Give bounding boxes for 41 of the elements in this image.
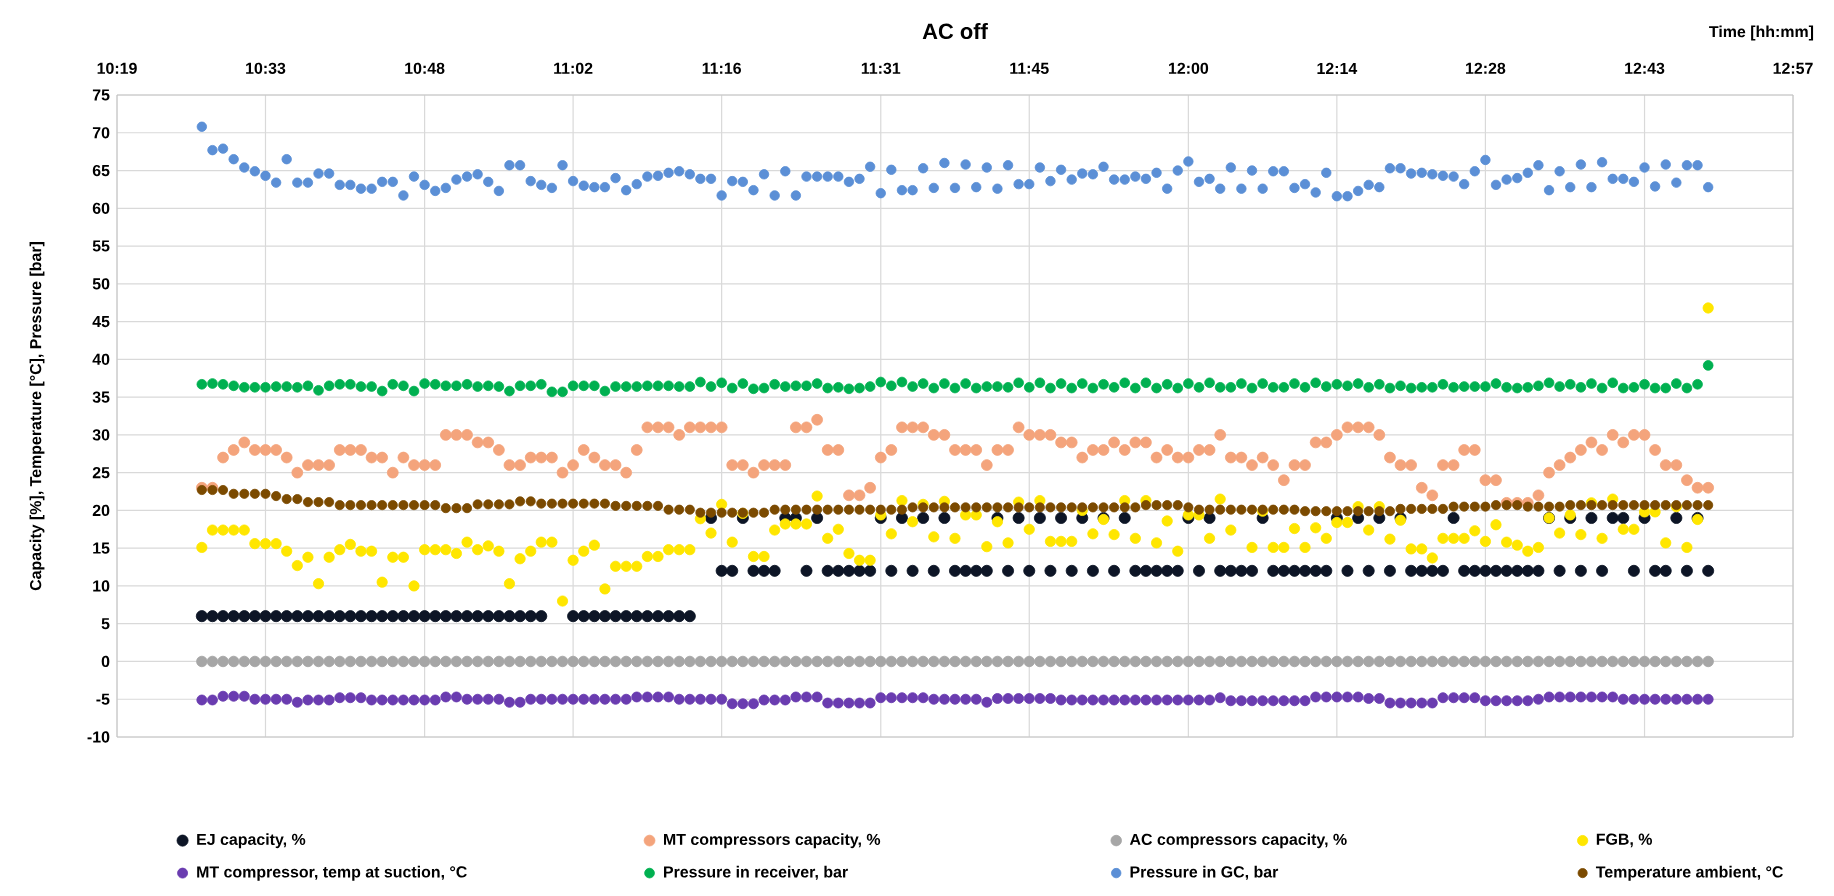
x-axis-title: Time [hh:mm] — [1709, 25, 1814, 41]
y-tick-label: 45 — [92, 316, 110, 328]
y-tick-label: 5 — [101, 618, 110, 630]
y-tick-label: 75 — [92, 89, 110, 101]
x-tick-label: 12:00 — [1168, 62, 1209, 74]
y-tick-label: 10 — [93, 580, 110, 592]
y-axis-title: Capacity [%], Temperature [°C], Pressure [bar] — [29, 242, 45, 591]
x-tick-label: 11:16 — [702, 62, 741, 74]
y-tick-label: -10 — [87, 731, 110, 743]
x-tick-label: 11:45 — [1010, 62, 1049, 74]
y-tick-label: 50 — [92, 278, 110, 290]
x-tick-label: 12:14 — [1317, 62, 1358, 74]
legend-label: EJ capacity, % — [197, 833, 306, 849]
y-tick-label: 65 — [92, 164, 110, 177]
y-tick-label: 30 — [92, 429, 110, 441]
x-tick-label: 10:48 — [405, 62, 445, 74]
y-tick-label: 20 — [92, 504, 110, 517]
legend-label: MT compressor, temp at suction, °C — [197, 865, 467, 881]
y-tick-label: 35 — [92, 391, 110, 403]
legend-label: MT compressors capacity, % — [664, 833, 881, 849]
x-tick-label: 12:43 — [1625, 62, 1665, 74]
legend-label: AC compressors capacity, % — [1129, 833, 1347, 849]
x-tick-label: 11:31 — [861, 62, 901, 74]
y-tick-label: 0 — [101, 655, 110, 668]
x-tick-label: 12:28 — [1466, 62, 1506, 74]
x-tick-label: 12:57 — [1773, 62, 1813, 74]
y-tick-label: 70 — [92, 127, 110, 139]
y-tick-label: 55 — [92, 240, 110, 252]
legend-label: FGB, % — [1596, 833, 1653, 848]
y-tick-label: 25 — [92, 467, 110, 479]
y-tick-label: 60 — [92, 202, 110, 214]
y-tick-label: 40 — [92, 353, 110, 365]
y-tick-label: -5 — [96, 693, 110, 705]
x-tick-label: 10:33 — [246, 62, 286, 74]
y-tick-label: 15 — [93, 542, 110, 554]
legend-label: Pressure in GC, bar — [1130, 865, 1279, 880]
x-tick-label: 10:19 — [97, 62, 137, 74]
legend-label: Pressure in receiver, bar — [664, 865, 848, 880]
x-tick-label: 11:02 — [554, 62, 593, 74]
legend-label: Temperature ambient, °C — [1595, 865, 1783, 881]
chart-title: AC off — [922, 23, 988, 40]
